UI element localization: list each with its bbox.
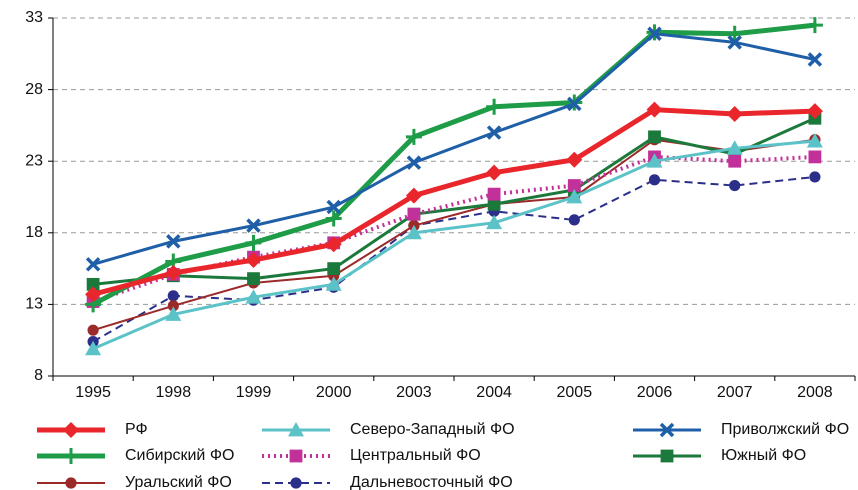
legend-label: Дальневосточный ФО [350, 474, 513, 490]
point [567, 179, 581, 192]
x-tick-label: 2007 [717, 384, 753, 401]
legend-marker [290, 477, 302, 489]
point [726, 105, 743, 122]
point [486, 164, 503, 181]
point [245, 252, 262, 269]
point [726, 140, 743, 155]
point [407, 207, 421, 221]
point [567, 96, 582, 112]
legend-marker [63, 448, 79, 464]
series-line [92, 139, 816, 351]
point [85, 340, 102, 356]
point [167, 290, 179, 302]
point [807, 52, 823, 67]
series-line [91, 22, 816, 307]
point [487, 197, 501, 211]
x-tick-label: 1998 [156, 384, 192, 401]
point [486, 98, 503, 115]
point [85, 286, 102, 303]
point [405, 128, 422, 145]
point [566, 151, 583, 168]
point [85, 257, 101, 272]
point [245, 289, 262, 304]
point [808, 150, 822, 164]
point [165, 264, 182, 281]
legend-marker [660, 449, 674, 463]
y-tick-label: 13 [25, 296, 43, 313]
x-tick-label: 1995 [75, 384, 111, 401]
y-tick-label: 8 [34, 367, 43, 384]
point [568, 214, 580, 226]
point [167, 300, 179, 312]
series-line [92, 175, 816, 343]
legend-marker [288, 422, 304, 437]
point [246, 218, 261, 233]
point [806, 17, 823, 34]
point [729, 179, 741, 192]
series-line [92, 32, 816, 266]
point [648, 174, 661, 186]
point [247, 272, 260, 286]
x-tick-label: 2004 [476, 384, 512, 401]
legend-label: Приволжский ФО [721, 421, 849, 438]
x-tick-label: 2003 [396, 384, 432, 401]
point [406, 155, 422, 170]
point [325, 236, 342, 253]
point [245, 234, 262, 251]
x-tick-label: 2005 [557, 384, 593, 401]
point [165, 306, 182, 321]
x-tick-label: 2008 [797, 384, 833, 401]
point [646, 153, 663, 168]
x-tick-label: 2000 [316, 384, 352, 401]
legend-label: Центральный ФО [350, 447, 481, 464]
point [487, 187, 501, 201]
point [646, 101, 663, 118]
point [728, 154, 742, 168]
y-tick-label: 33 [25, 9, 43, 26]
legend-marker [63, 422, 79, 438]
point [647, 26, 662, 41]
legend-label: Южный ФО [721, 447, 806, 464]
point [486, 214, 503, 230]
y-tick-label: 23 [25, 152, 43, 169]
point [326, 199, 341, 215]
point [166, 234, 181, 249]
legend-label: РФ [125, 421, 148, 438]
legend-marker [289, 449, 303, 463]
point [726, 25, 743, 42]
point [87, 324, 99, 336]
legend-marker [65, 477, 77, 489]
point [325, 276, 342, 291]
point [486, 125, 502, 140]
legend-label: Северо-Западный ФО [350, 421, 515, 438]
legend-label: Сибирский ФО [125, 447, 234, 464]
point [405, 187, 422, 204]
x-tick-label: 1999 [236, 384, 272, 401]
series-line [92, 116, 816, 286]
y-tick-label: 28 [25, 81, 43, 98]
point [566, 189, 583, 204]
y-tick-label: 18 [25, 224, 43, 241]
point [327, 262, 341, 275]
point [86, 277, 100, 291]
x-tick-label: 2006 [637, 384, 673, 401]
point [648, 130, 661, 144]
point [325, 210, 342, 227]
legend-label: Уральский ФО [125, 474, 232, 490]
point [806, 103, 823, 120]
series-line [92, 107, 815, 297]
point [727, 35, 742, 50]
point [809, 171, 821, 183]
legend-marker [659, 422, 675, 438]
point [806, 133, 823, 148]
point [405, 224, 422, 240]
